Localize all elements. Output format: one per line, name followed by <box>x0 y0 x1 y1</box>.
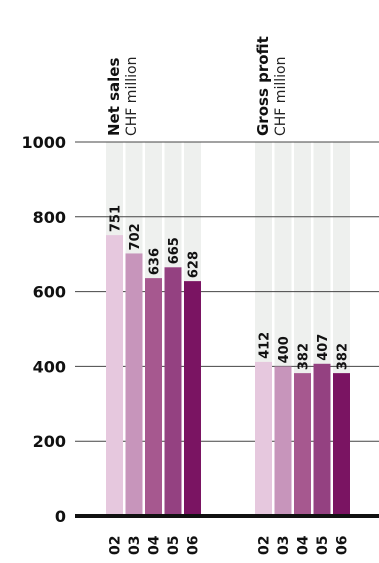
y-tick-label: 400 <box>33 357 66 376</box>
data-labels: 751 702 636 665 628 412 400 382 407 382 <box>109 205 351 370</box>
bar <box>164 267 182 516</box>
group-unit: CHF million <box>273 57 289 136</box>
bars <box>106 235 350 516</box>
background-bands <box>106 142 350 516</box>
data-label: 400 <box>277 336 292 363</box>
group-unit: CHF million <box>124 57 140 136</box>
data-label: 382 <box>297 343 312 370</box>
data-label: 407 <box>316 334 331 361</box>
bar <box>313 363 331 516</box>
group-titles: Net sales CHF million Gross profit CHF mill… <box>105 36 289 136</box>
data-label: 665 <box>167 237 182 264</box>
bar <box>333 373 350 516</box>
category-label: 06 <box>335 536 351 555</box>
data-label: 702 <box>128 223 143 250</box>
category-label: 04 <box>296 535 312 555</box>
bar <box>145 278 162 516</box>
category-labels: 02 03 04 05 06 02 03 04 05 06 <box>108 535 351 555</box>
category-label: 06 <box>186 536 202 555</box>
category-label: 05 <box>166 536 182 555</box>
category-label: 02 <box>257 536 273 555</box>
y-tick-label: 800 <box>33 208 66 227</box>
y-tick-label: 1000 <box>21 133 66 152</box>
category-label: 04 <box>147 535 163 555</box>
bar <box>294 373 311 516</box>
y-tick-label: 600 <box>33 283 66 302</box>
data-label: 382 <box>336 343 351 370</box>
bar <box>184 281 201 516</box>
y-tick-label: 0 <box>55 507 66 526</box>
bar <box>125 253 143 516</box>
y-tick-label: 200 <box>33 432 66 451</box>
category-label: 02 <box>108 536 124 555</box>
category-label: 03 <box>127 536 143 555</box>
data-label: 636 <box>148 248 163 275</box>
data-label: 412 <box>258 332 273 359</box>
group-title: Net sales <box>105 58 123 136</box>
category-label: 03 <box>276 536 292 555</box>
bar <box>106 235 123 516</box>
group-title: Gross profit <box>254 36 272 136</box>
data-label: 628 <box>187 251 202 278</box>
bar <box>274 366 292 516</box>
data-label: 751 <box>109 205 124 232</box>
y-tick-labels: 0 200 400 600 800 1000 <box>21 133 66 526</box>
category-label: 05 <box>315 536 331 555</box>
bar <box>255 361 272 516</box>
